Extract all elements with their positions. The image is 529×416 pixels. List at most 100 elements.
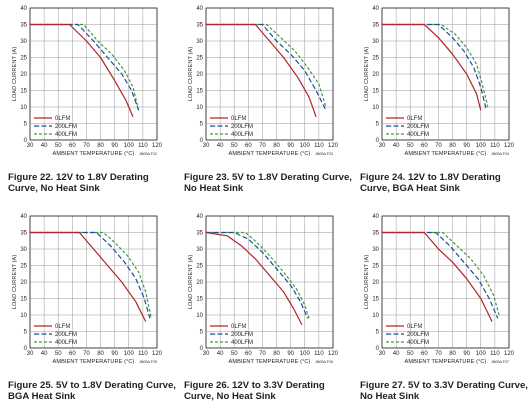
y-tick-label: 25 [372, 264, 379, 270]
legend-label: 400LFM [231, 132, 253, 138]
x-tick-label: 80 [97, 351, 104, 357]
series-line-0lfm [382, 231, 493, 322]
figure-code: 8600A F23 [316, 152, 333, 156]
plot-frame [29, 7, 158, 141]
y-tick-label: 10 [196, 313, 203, 319]
x-tick-label: 30 [203, 351, 210, 357]
legend-label: 400LFM [407, 132, 429, 138]
series-line-400lfm [206, 23, 327, 108]
y-tick-label: 30 [372, 247, 379, 253]
x-tick-label: 80 [449, 351, 456, 357]
legend: 0LFM 200LFM 400LFM [210, 116, 253, 138]
x-tick-label: 90 [111, 351, 118, 357]
x-tick-label: 40 [217, 351, 224, 357]
series-line-400lfm [382, 23, 489, 108]
legend: 0LFM 200LFM 400LFM [34, 116, 77, 138]
y-tick-label: 0 [376, 346, 380, 352]
x-tick-label: 90 [111, 143, 118, 149]
x-tick-label: 110 [490, 351, 500, 357]
x-tick-label: 120 [328, 351, 339, 357]
y-tick-label: 5 [24, 330, 28, 336]
y-tick-label: 35 [196, 23, 203, 29]
y-tick-label: 10 [20, 313, 27, 319]
figure-code: 8600A F26 [316, 360, 333, 364]
y-tick-label: 10 [20, 105, 27, 111]
y-tick-label: 40 [196, 214, 203, 220]
legend-label: 200LFM [407, 124, 429, 130]
x-tick-label: 100 [476, 143, 487, 149]
chart-panel-26: 30 40 50 60 70 80 90 100 110 120 0 5 10 15 20 25 30 35 40 A… [176, 208, 352, 416]
x-tick-label: 120 [152, 351, 163, 357]
x-tick-label: 80 [97, 143, 104, 149]
y-axis-label: LOAD CURRENT (A) [364, 47, 370, 102]
y-tick-label: 20 [196, 280, 203, 286]
y-tick-label: 30 [372, 39, 379, 45]
y-tick-label: 15 [20, 89, 27, 95]
y-axis-label: LOAD CURRENT (A) [188, 255, 194, 310]
series-line-200lfm [382, 231, 499, 319]
x-tick-label: 120 [328, 143, 339, 149]
x-tick-label: 70 [435, 143, 442, 149]
y-tick-label: 35 [372, 231, 379, 237]
series-line-400lfm [30, 231, 152, 319]
legend-label: 400LFM [231, 340, 253, 346]
y-tick-label: 30 [20, 39, 27, 45]
grid [381, 215, 510, 349]
derating-chart-24: 30 40 50 60 70 80 90 100 110 120 0 5 10 15 20 25 30 35 40 A… [364, 6, 515, 157]
x-tick-label: 50 [407, 351, 414, 357]
x-axis-label: AMBIENT TEMPERATURE (°C) [404, 151, 486, 157]
series-line-200lfm [206, 231, 309, 319]
y-tick-label: 30 [196, 247, 203, 253]
series-line-0lfm [30, 23, 134, 118]
x-tick-label: 40 [41, 143, 48, 149]
series-line-200lfm [30, 231, 151, 319]
x-tick-label: 60 [69, 143, 76, 149]
x-tick-label: 70 [83, 351, 90, 357]
series-line-400lfm [206, 231, 310, 319]
x-tick-label: 80 [273, 143, 280, 149]
legend-label: 0LFM [55, 116, 70, 122]
x-tick-label: 60 [245, 143, 252, 149]
x-tick-label: 110 [490, 143, 500, 149]
legend: 0LFM 200LFM 400LFM [210, 324, 253, 346]
x-tick-label: 50 [55, 351, 62, 357]
grid [29, 7, 158, 141]
x-tick-label: 120 [504, 351, 515, 357]
x-tick-label: 70 [259, 351, 266, 357]
x-tick-label: 30 [379, 143, 386, 149]
y-tick-label: 35 [372, 23, 379, 29]
x-tick-label: 30 [203, 143, 210, 149]
y-tick-label: 30 [20, 247, 27, 253]
plot-frame [381, 7, 510, 141]
x-axis-label: AMBIENT TEMPERATURE (°C) [228, 151, 310, 157]
x-axis-label: AMBIENT TEMPERATURE (°C) [404, 359, 486, 365]
series-line-400lfm [382, 231, 500, 316]
x-tick-label: 100 [124, 143, 135, 149]
y-tick-label: 0 [24, 138, 28, 144]
y-tick-label: 15 [20, 297, 27, 303]
figure-caption: Figure 24. 12V to 1.8V Derating Curve, B… [360, 172, 501, 194]
x-tick-label: 110 [314, 351, 324, 357]
x-tick-label: 110 [314, 143, 324, 149]
series-line-0lfm [206, 23, 317, 118]
chart-panel-23: 30 40 50 60 70 80 90 100 110 120 0 5 10 15 20 25 30 35 40 A… [176, 0, 352, 208]
legend-label: 400LFM [55, 340, 77, 346]
y-tick-label: 40 [20, 214, 27, 220]
chart-panel-24: 30 40 50 60 70 80 90 100 110 120 0 5 10 15 20 25 30 35 40 A… [352, 0, 528, 208]
figure-code: 8600A F27 [492, 360, 509, 364]
legend-label: 200LFM [55, 124, 77, 130]
x-tick-label: 80 [449, 143, 456, 149]
x-axis-label: AMBIENT TEMPERATURE (°C) [52, 359, 134, 365]
grid [29, 215, 158, 349]
y-tick-label: 40 [372, 214, 379, 220]
plot-frame [205, 215, 334, 349]
plot-frame [205, 7, 334, 141]
figure-code: 8600A F22 [140, 152, 157, 156]
figure-caption: Figure 26. 12V to 3.3V Derating Curve, N… [184, 380, 325, 402]
x-tick-label: 60 [245, 351, 252, 357]
legend-label: 400LFM [55, 132, 77, 138]
x-tick-label: 40 [393, 351, 400, 357]
legend-label: 400LFM [407, 340, 429, 346]
x-tick-label: 110 [138, 351, 148, 357]
y-tick-label: 5 [24, 122, 28, 128]
